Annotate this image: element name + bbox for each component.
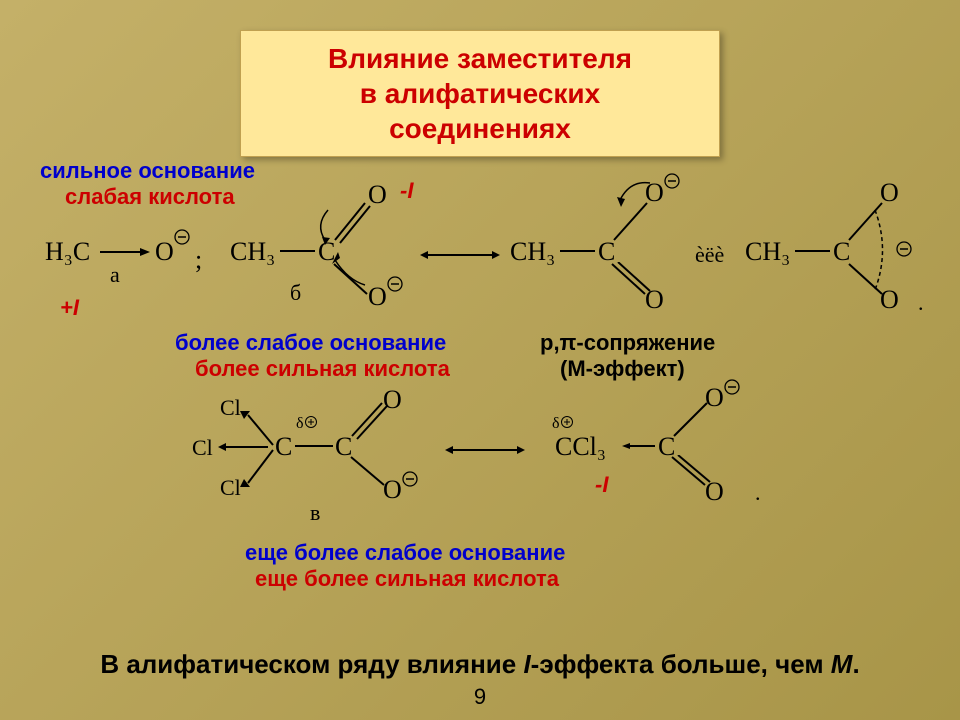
chem-h3c: H₃C [45,237,90,267]
label-conjugation: p,π-сопряжение [540,330,715,356]
minus-r [663,172,683,192]
label-strong-base: сильное основание [40,158,255,184]
label-v: в [310,500,320,526]
bond-cc [295,443,333,449]
chem-o-coo2: O [383,475,402,505]
cl2: Cl [192,435,213,461]
resonance-arrow-1 [420,245,500,265]
delta-plus-1: δ [296,415,304,433]
label-weaker-base: более слабое основание [175,330,446,356]
chem-ch3-d: CH₃ [745,237,790,267]
chem-ch3-b: CH₃ [230,237,275,267]
curved-r [615,175,665,215]
minus-d [895,240,915,260]
chem-o-r2: O [645,285,664,315]
label-even-weaker-base: еще более слабое основание [245,540,565,566]
delta-plus-2: δ [552,415,560,433]
bond-d1 [795,248,830,254]
minus-coo2a [723,378,743,398]
label-b: б [290,280,301,306]
minus-a [173,228,193,248]
bond-a [95,240,155,270]
resonance-arrow-2 [445,440,525,460]
chem-o-coo2a: O [705,383,724,413]
chem-o-d1: O [880,178,899,208]
dashed-d [855,205,895,295]
label-m-effect: (M-эффект) [560,356,685,382]
semicolon: ; [195,245,202,275]
label-weak-acid: слабая кислота [65,184,235,210]
label-even-stronger-acid: еще более сильная кислота [255,566,559,592]
footer-text: В алифатическом ряду влияние I-эффекта б… [48,649,912,680]
chem-ccl3: CCl₃ [555,432,606,462]
chem-o-a: O [155,237,174,267]
title-line-2: в алифатических соединениях [271,76,689,146]
chem-c-cl: C [275,432,292,462]
chem-o-coo2b: O [705,477,724,507]
label-stronger-acid: более сильная кислота [195,356,450,382]
title-box: Влияние заместителя в алифатических соед… [240,30,720,157]
dot2: . [755,480,761,506]
bond-cc2 [620,443,655,449]
title-line-1: Влияние заместителя [271,41,689,76]
chem-o-coo1: O [383,385,402,415]
dot1: . [918,290,924,316]
chem-ch3-r: CH₃ [510,237,555,267]
bond-r1 [560,248,595,254]
label-a: а [110,262,120,288]
curved-arrows-b [310,190,390,300]
plus-i: +I [60,295,79,321]
minus-i-1: -I [400,178,413,204]
minus-coo [401,470,421,490]
page-number: 9 [474,684,486,710]
minus-i-2: -I [595,472,608,498]
ili: èëè [695,242,724,268]
